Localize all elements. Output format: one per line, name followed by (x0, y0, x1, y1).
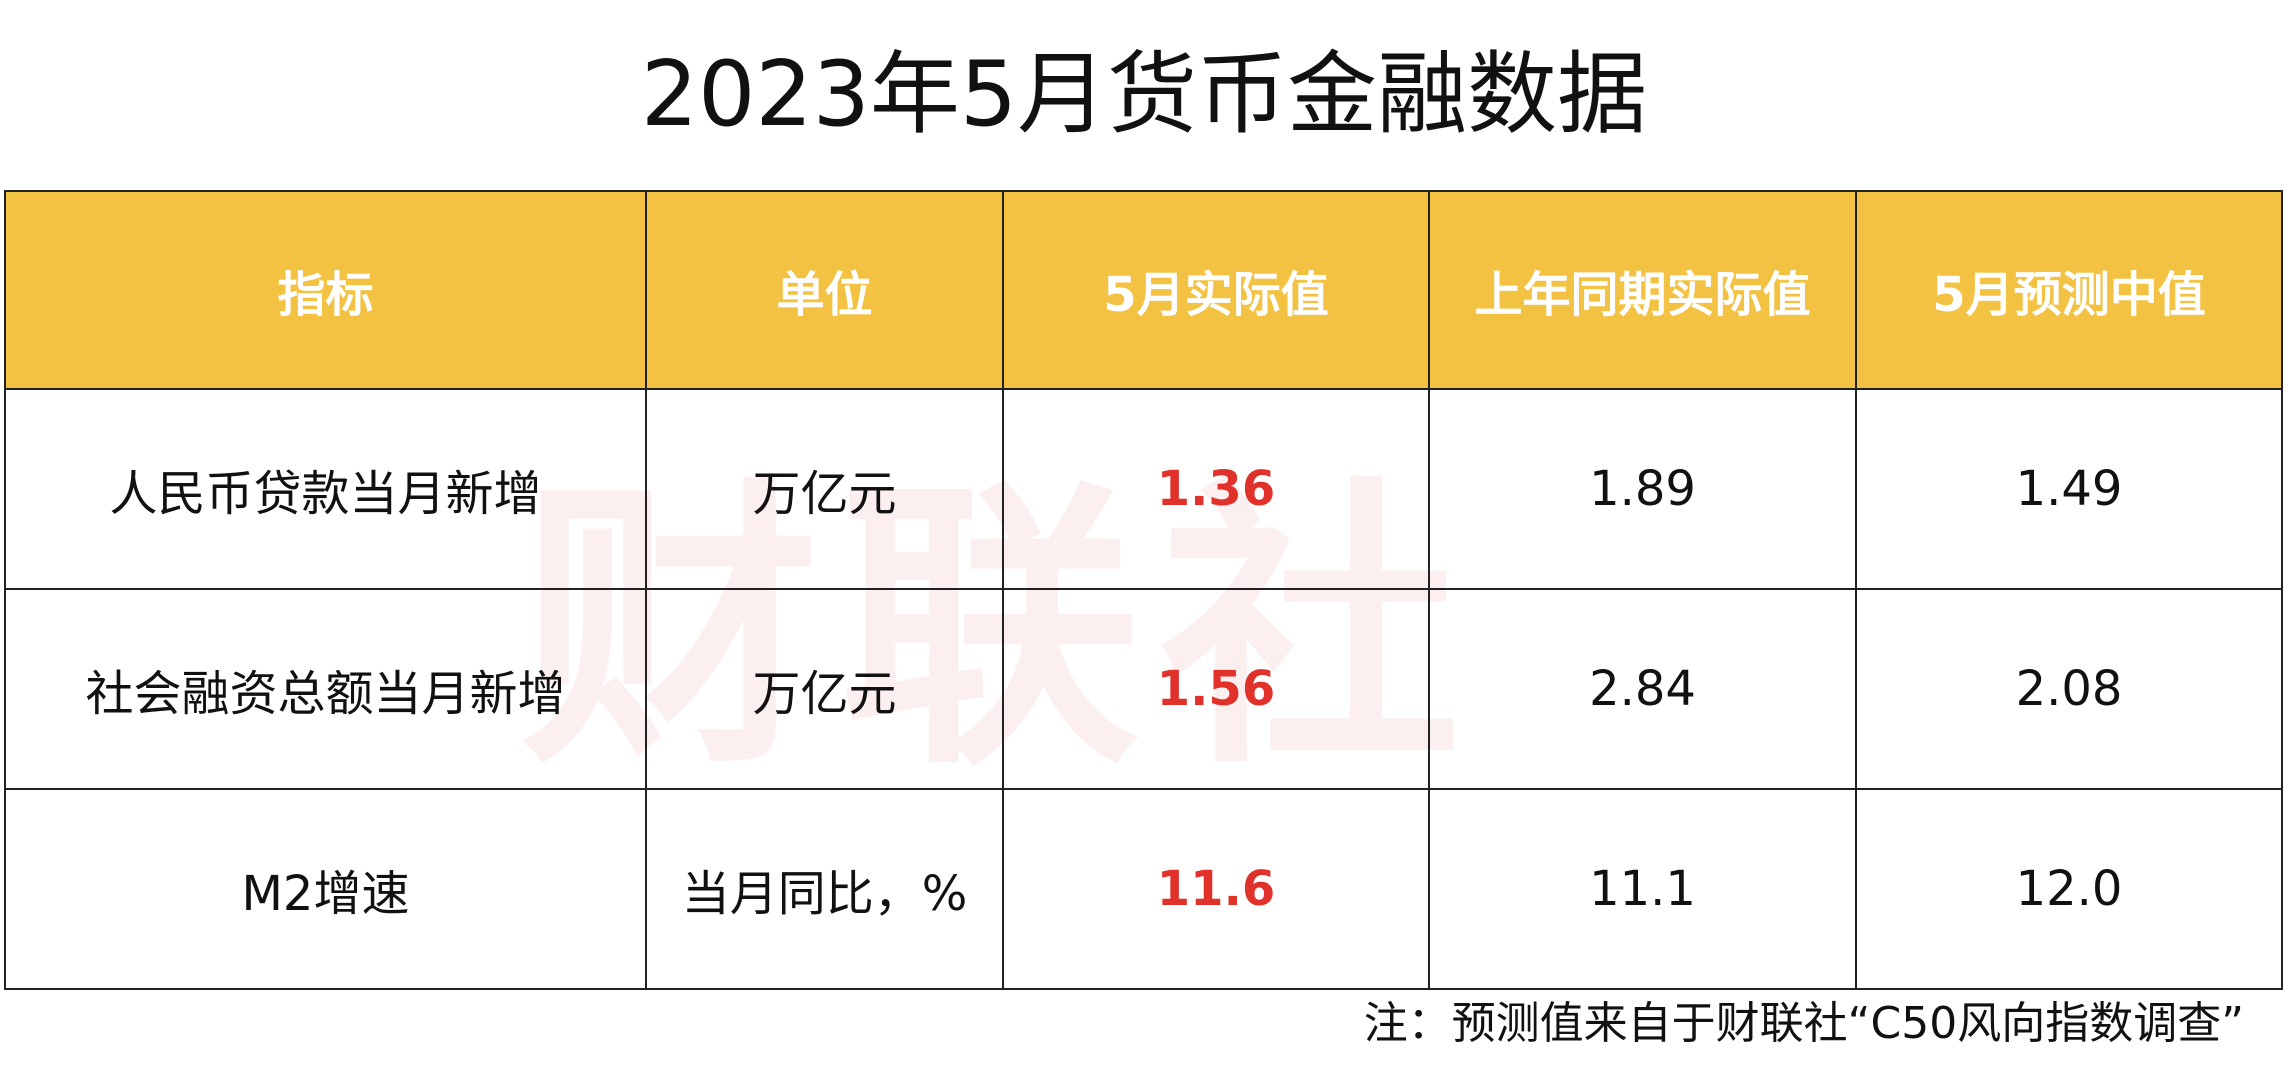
table-cell: 11.1 (1428, 788, 1857, 990)
footnote: 注：预测值来自于财联社“C50风向指数调查” (1363, 998, 2244, 1049)
table-cell: 1.89 (1428, 388, 1857, 590)
header-cell: 单位 (645, 190, 1004, 390)
table-cell: 当月同比，% (645, 788, 1004, 990)
table-cell: 万亿元 (645, 388, 1004, 590)
data-table: 指标 单位 5月实际值 上年同期实际值 5月预测中值 人民币贷款当月新增 万亿元 1.36 1… (4, 190, 2283, 990)
header-cell: 5月实际值 (1002, 190, 1430, 390)
table-cell: 2.84 (1428, 588, 1857, 790)
table-cell: 人民币贷款当月新增 (4, 388, 647, 590)
header-cell: 上年同期实际值 (1428, 190, 1857, 390)
title: 2023年5月货币金融数据 (640, 42, 1648, 147)
table-cell: 1.56 (1002, 588, 1430, 790)
table-cell: 12.0 (1855, 788, 2283, 990)
table-cell: 社会融资总额当月新增 (4, 588, 647, 790)
table-cell: 1.36 (1002, 388, 1430, 590)
table-cell: 2.08 (1855, 588, 2283, 790)
table-cell: 1.49 (1855, 388, 2283, 590)
table-row: 人民币贷款当月新增 万亿元 1.36 1.89 1.49 (4, 388, 2283, 590)
table-cell: 万亿元 (645, 588, 1004, 790)
header-cell: 指标 (4, 190, 647, 390)
table-body: 人民币贷款当月新增 万亿元 1.36 1.89 1.49 社会融资总额当月新增 万亿元 1.5… (4, 388, 2283, 990)
header-cell: 5月预测中值 (1855, 190, 2283, 390)
table-cell: M2增速 (4, 788, 647, 990)
table-row: M2增速 当月同比，% 11.6 11.1 12.0 (4, 788, 2283, 990)
table-cell: 11.6 (1002, 788, 1430, 990)
header-row: 指标 单位 5月实际值 上年同期实际值 5月预测中值 (4, 190, 2283, 390)
table-row: 社会融资总额当月新增 万亿元 1.56 2.84 2.08 (4, 588, 2283, 790)
